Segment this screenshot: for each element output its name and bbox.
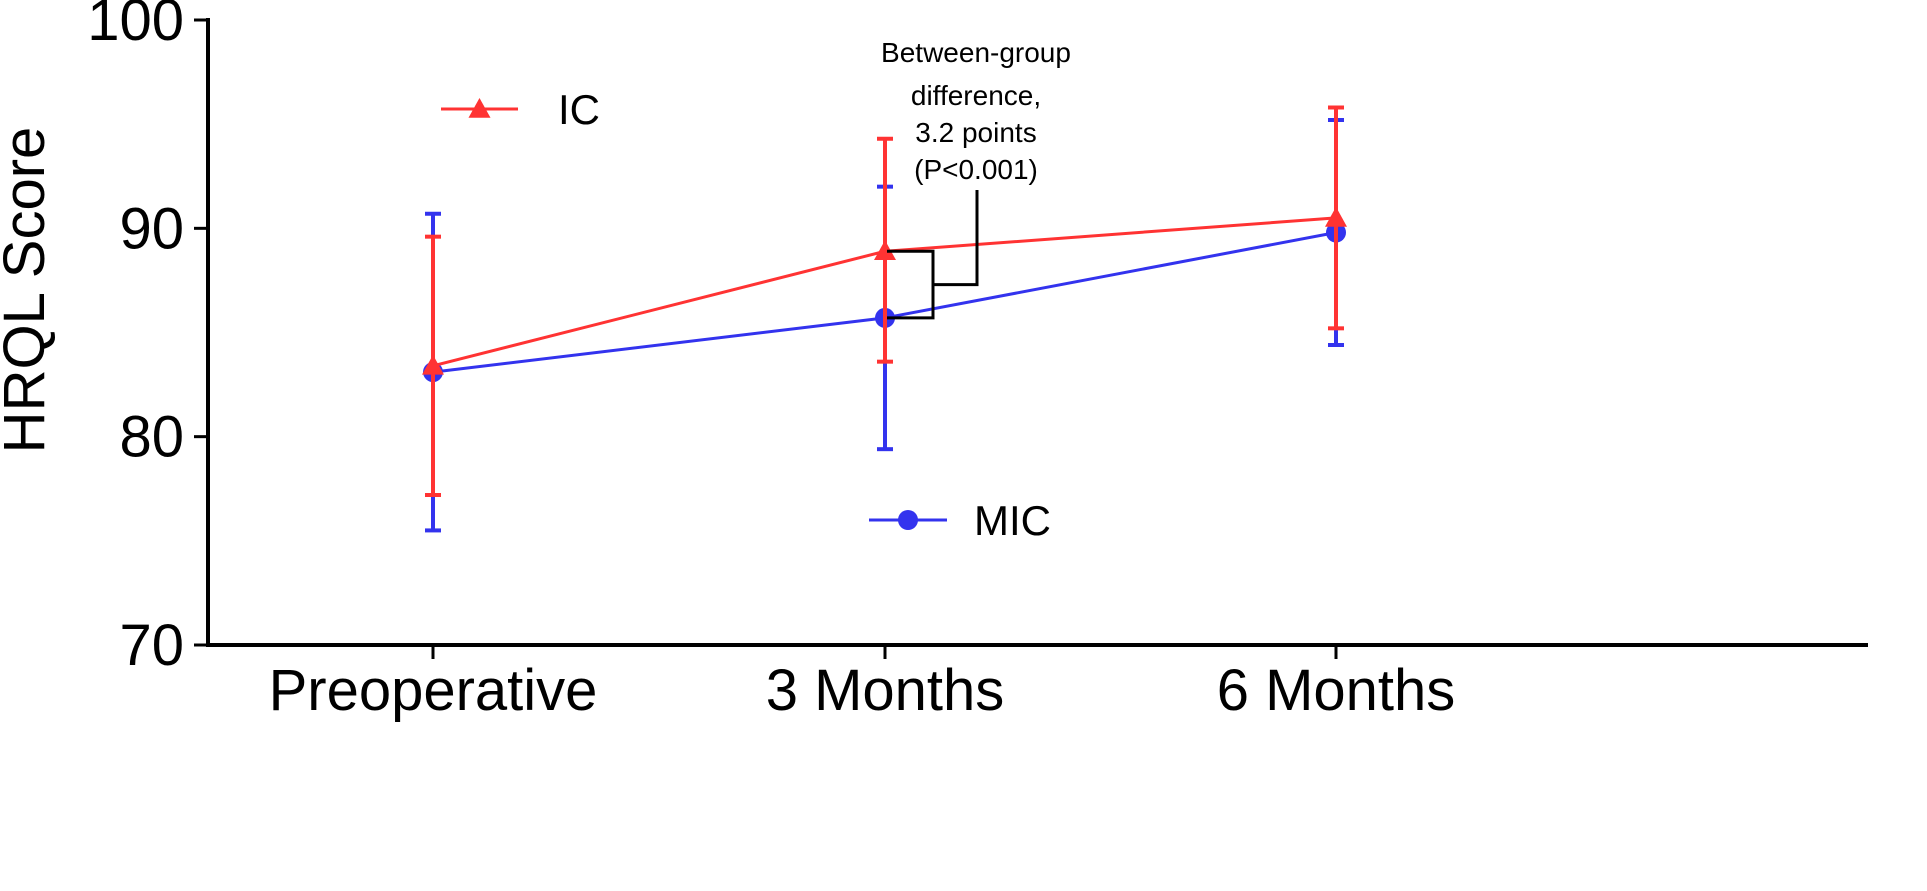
difference-bracket xyxy=(887,249,935,320)
y-ticks: 70 80 90 100 xyxy=(87,0,208,678)
ic-point-marker xyxy=(1325,206,1347,227)
annotation-text-line: Between-group xyxy=(881,37,1071,68)
ic-point-marker xyxy=(874,240,896,261)
ic-point-marker xyxy=(422,354,444,375)
y-tick-label: 80 xyxy=(119,405,184,470)
legend-label-mic: MIC xyxy=(974,497,1051,544)
y-axis-title: HRQL Score xyxy=(0,127,57,454)
x-tick-label: Preoperative xyxy=(269,658,598,723)
y-tick-label: 100 xyxy=(87,0,184,53)
x-tick-label: 6 Months xyxy=(1217,658,1456,723)
legend: IC MIC xyxy=(441,86,1051,544)
x-ticks: Preoperative 3 Months 6 Months xyxy=(269,645,1456,723)
x-tick-label: 3 Months xyxy=(766,658,1005,723)
annotation-text-line: difference, xyxy=(911,80,1041,111)
annotation-leader-line xyxy=(933,190,979,287)
series-layer xyxy=(422,105,1347,533)
legend-item-mic: MIC xyxy=(869,497,1051,544)
significance-annotation: Between-group difference, 3.2 points (P<0.0… xyxy=(881,37,1071,320)
legend-marker-mic xyxy=(898,510,918,530)
annotation-text-line: (P<0.001) xyxy=(914,154,1038,185)
annotation-text-line: 3.2 points xyxy=(915,117,1036,148)
legend-marker-ic xyxy=(468,98,491,118)
series-ic xyxy=(422,105,1347,497)
legend-label-ic: IC xyxy=(558,86,600,133)
y-tick-label: 90 xyxy=(119,196,184,261)
axes xyxy=(206,18,1868,647)
legend-item-ic: IC xyxy=(441,86,600,133)
y-tick-label: 70 xyxy=(119,613,184,678)
